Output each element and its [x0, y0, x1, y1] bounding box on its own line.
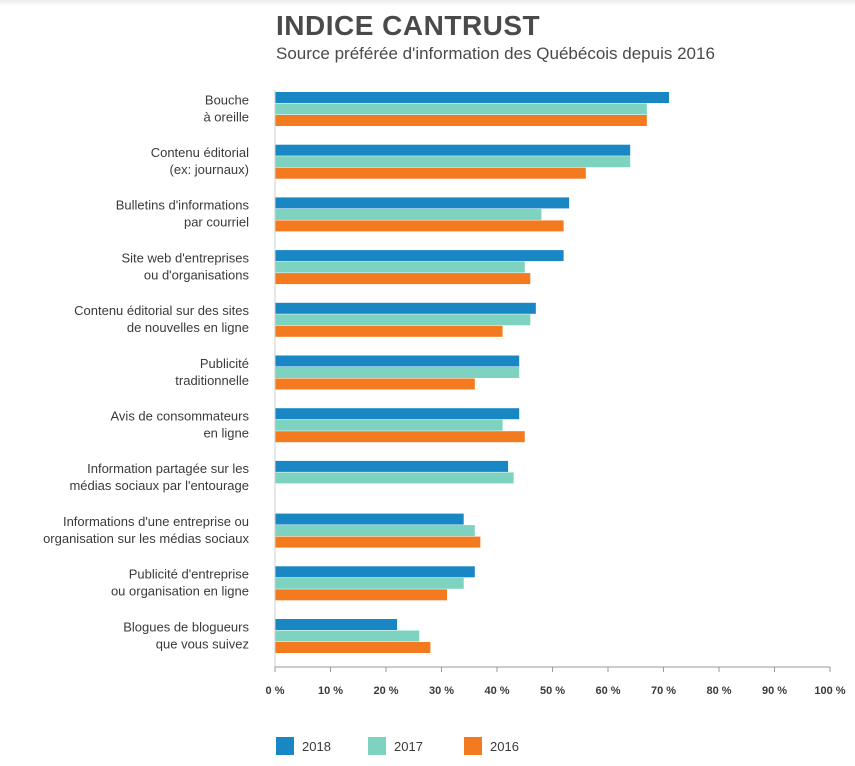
bar-2018-0 [275, 92, 670, 103]
bar-2016-5 [275, 378, 475, 390]
bar-2018-9 [275, 566, 475, 578]
category-label-line: Contenu éditorial [151, 145, 249, 160]
legend-item-2017: 2017 [368, 737, 464, 755]
bar-2018-5 [275, 355, 520, 367]
top-shadow [0, 0, 855, 6]
bar-2018-10 [275, 619, 398, 630]
category-label-3: Site web d'entreprises ou d'organisations [122, 250, 250, 282]
bar-2016-9 [275, 589, 448, 601]
category-label-line: Publicité [200, 356, 249, 371]
x-tick-label-8: 80 % [706, 685, 731, 697]
category-label-line: à oreille [203, 109, 249, 124]
bar-2017-8 [275, 525, 475, 537]
bar-2017-9 [275, 577, 464, 589]
category-label-line: Information partagée sur les [87, 461, 249, 476]
bar-2018-8 [275, 513, 464, 525]
legend-swatch-2017 [368, 737, 386, 755]
category-label-line: Blogues de blogueurs [123, 619, 249, 634]
x-tick-label-5: 50 % [540, 685, 565, 697]
category-label-2: Bulletins d'informations par courriel [116, 198, 250, 230]
legend-item-2016: 2016 [464, 737, 556, 755]
bar-2017-6 [275, 419, 503, 431]
bar-2017-4 [275, 314, 531, 326]
category-label-7: Information partagée sur les médias socia… [69, 461, 249, 493]
legend: 2018 2017 2016 [276, 737, 556, 755]
legend-label-2017: 2017 [394, 738, 423, 754]
category-label-line: médias sociaux par l'entourage [69, 478, 249, 493]
bar-2016-4 [275, 325, 503, 337]
category-label-line: (ex: journaux) [170, 162, 249, 177]
legend-label-2016: 2016 [490, 738, 519, 754]
bar-2016-0 [275, 115, 647, 126]
bar-2017-2 [275, 208, 542, 220]
x-tick-label-3: 30 % [429, 685, 454, 697]
category-label-line: Site web d'entreprises [122, 250, 250, 265]
chart-title: INDICE CANTRUST [276, 10, 541, 41]
category-label-line: par courriel [184, 215, 249, 230]
category-label-6: Avis de consommateurs en ligne [111, 408, 250, 440]
x-tick-label-4: 40 % [484, 685, 509, 697]
legend-label-2018: 2018 [302, 738, 331, 754]
category-label-line: Bulletins d'informations [116, 198, 250, 213]
legend-item-2018: 2018 [276, 737, 368, 755]
category-label-line: Bouche [205, 92, 249, 107]
bar-2016-8 [275, 536, 481, 548]
category-label-5: Publicité traditionnelle [175, 356, 249, 388]
category-label-line: traditionnelle [175, 373, 249, 388]
category-label-line: Publicité d'entreprise [129, 567, 249, 582]
chart-subtitle: Source préférée d'information des Québéc… [276, 44, 715, 63]
x-tick-label-2: 20 % [373, 685, 398, 697]
bar-2016-2 [275, 220, 564, 232]
x-tick-label-10: 100 % [814, 685, 845, 697]
category-label-line: que vous suivez [156, 636, 249, 651]
x-tick-label-7: 70 % [651, 685, 676, 697]
bar-2018-1 [275, 144, 631, 156]
category-label-1: Contenu éditorial (ex: journaux) [151, 145, 249, 177]
bar-2018-7 [275, 460, 509, 472]
x-tick-label-1: 10 % [318, 685, 343, 697]
legend-swatch-2018 [276, 737, 294, 755]
category-label-line: en ligne [203, 425, 249, 440]
x-tick-label-9: 90 % [762, 685, 787, 697]
category-label-line: Contenu éditorial sur des sites [74, 303, 249, 318]
bar-2017-3 [275, 261, 525, 273]
bar-2016-10 [275, 642, 431, 653]
bar-2017-5 [275, 367, 520, 378]
category-label-line: Avis de consommateurs [111, 408, 250, 423]
x-tick-label-0: 0 % [266, 685, 285, 697]
bar-2018-3 [275, 250, 564, 262]
category-label-line: Informations d'une entreprise ou [63, 514, 249, 529]
category-label-8: Informations d'une entreprise ou organisa… [43, 514, 249, 546]
category-label-0: Bouche à oreille [203, 92, 249, 124]
bar-2017-0 [275, 103, 647, 115]
bar-2018-6 [275, 408, 520, 420]
bar-2016-1 [275, 167, 586, 179]
category-label-line: de nouvelles en ligne [127, 320, 249, 335]
bar-2016-6 [275, 431, 525, 443]
category-label-4: Contenu éditorial sur des sites de nouvel… [74, 303, 249, 335]
category-label-line: ou organisation en ligne [111, 584, 249, 599]
bar-chart: Bouche à oreille Contenu éditorial (ex: jou… [43, 90, 846, 697]
category-label-9: Publicité d'entreprise ou organisation en… [111, 567, 249, 599]
bar-2018-4 [275, 302, 536, 314]
legend-swatch-2016 [464, 737, 482, 755]
category-label-line: ou d'organisations [144, 267, 250, 282]
category-label-line: organisation sur les médias sociaux [43, 531, 249, 546]
bar-2018-2 [275, 197, 570, 209]
x-tick-label-6: 60 % [595, 685, 620, 697]
bar-2017-1 [275, 156, 631, 168]
category-label-10: Blogues de blogueurs que vous suivez [123, 619, 249, 651]
bar-2017-10 [275, 630, 420, 642]
bar-2017-7 [275, 472, 514, 484]
bar-2016-3 [275, 273, 531, 285]
